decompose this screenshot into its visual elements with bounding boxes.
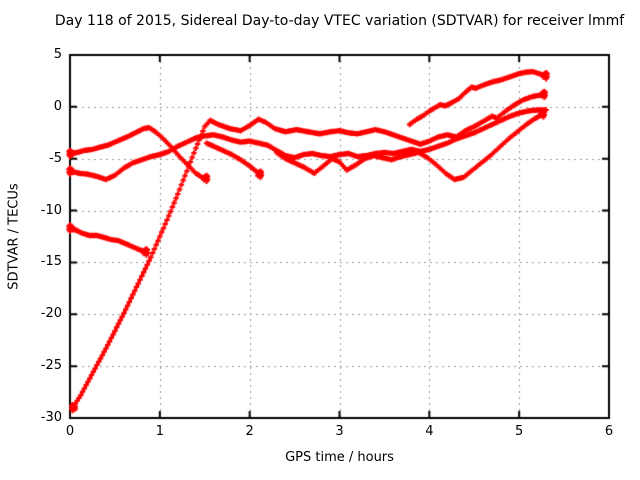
x-tick-label: 5 — [515, 424, 524, 439]
y-tick-label: 5 — [53, 47, 62, 62]
y-tick-label: -25 — [40, 358, 62, 374]
y-tick-label: -10 — [40, 202, 62, 218]
x-tick-label: 3 — [335, 424, 344, 439]
x-tick-label: 4 — [425, 424, 434, 439]
y-tick-label: -30 — [40, 410, 62, 425]
y-tick-label: -5 — [49, 150, 62, 166]
chart-title: Day 118 of 2015, Sidereal Day-to-day VTE… — [54, 13, 625, 29]
x-tick-label: 6 — [604, 424, 614, 439]
y-tick-label: -20 — [40, 306, 62, 322]
x-tick-label: 2 — [245, 424, 254, 439]
y-tick-label: 0 — [53, 98, 62, 114]
y-tick-label: -15 — [40, 254, 62, 270]
x-tick-label: 0 — [65, 424, 75, 439]
x-tick-label: 1 — [155, 424, 164, 439]
x-axis-label: GPS time / hours — [285, 450, 394, 465]
